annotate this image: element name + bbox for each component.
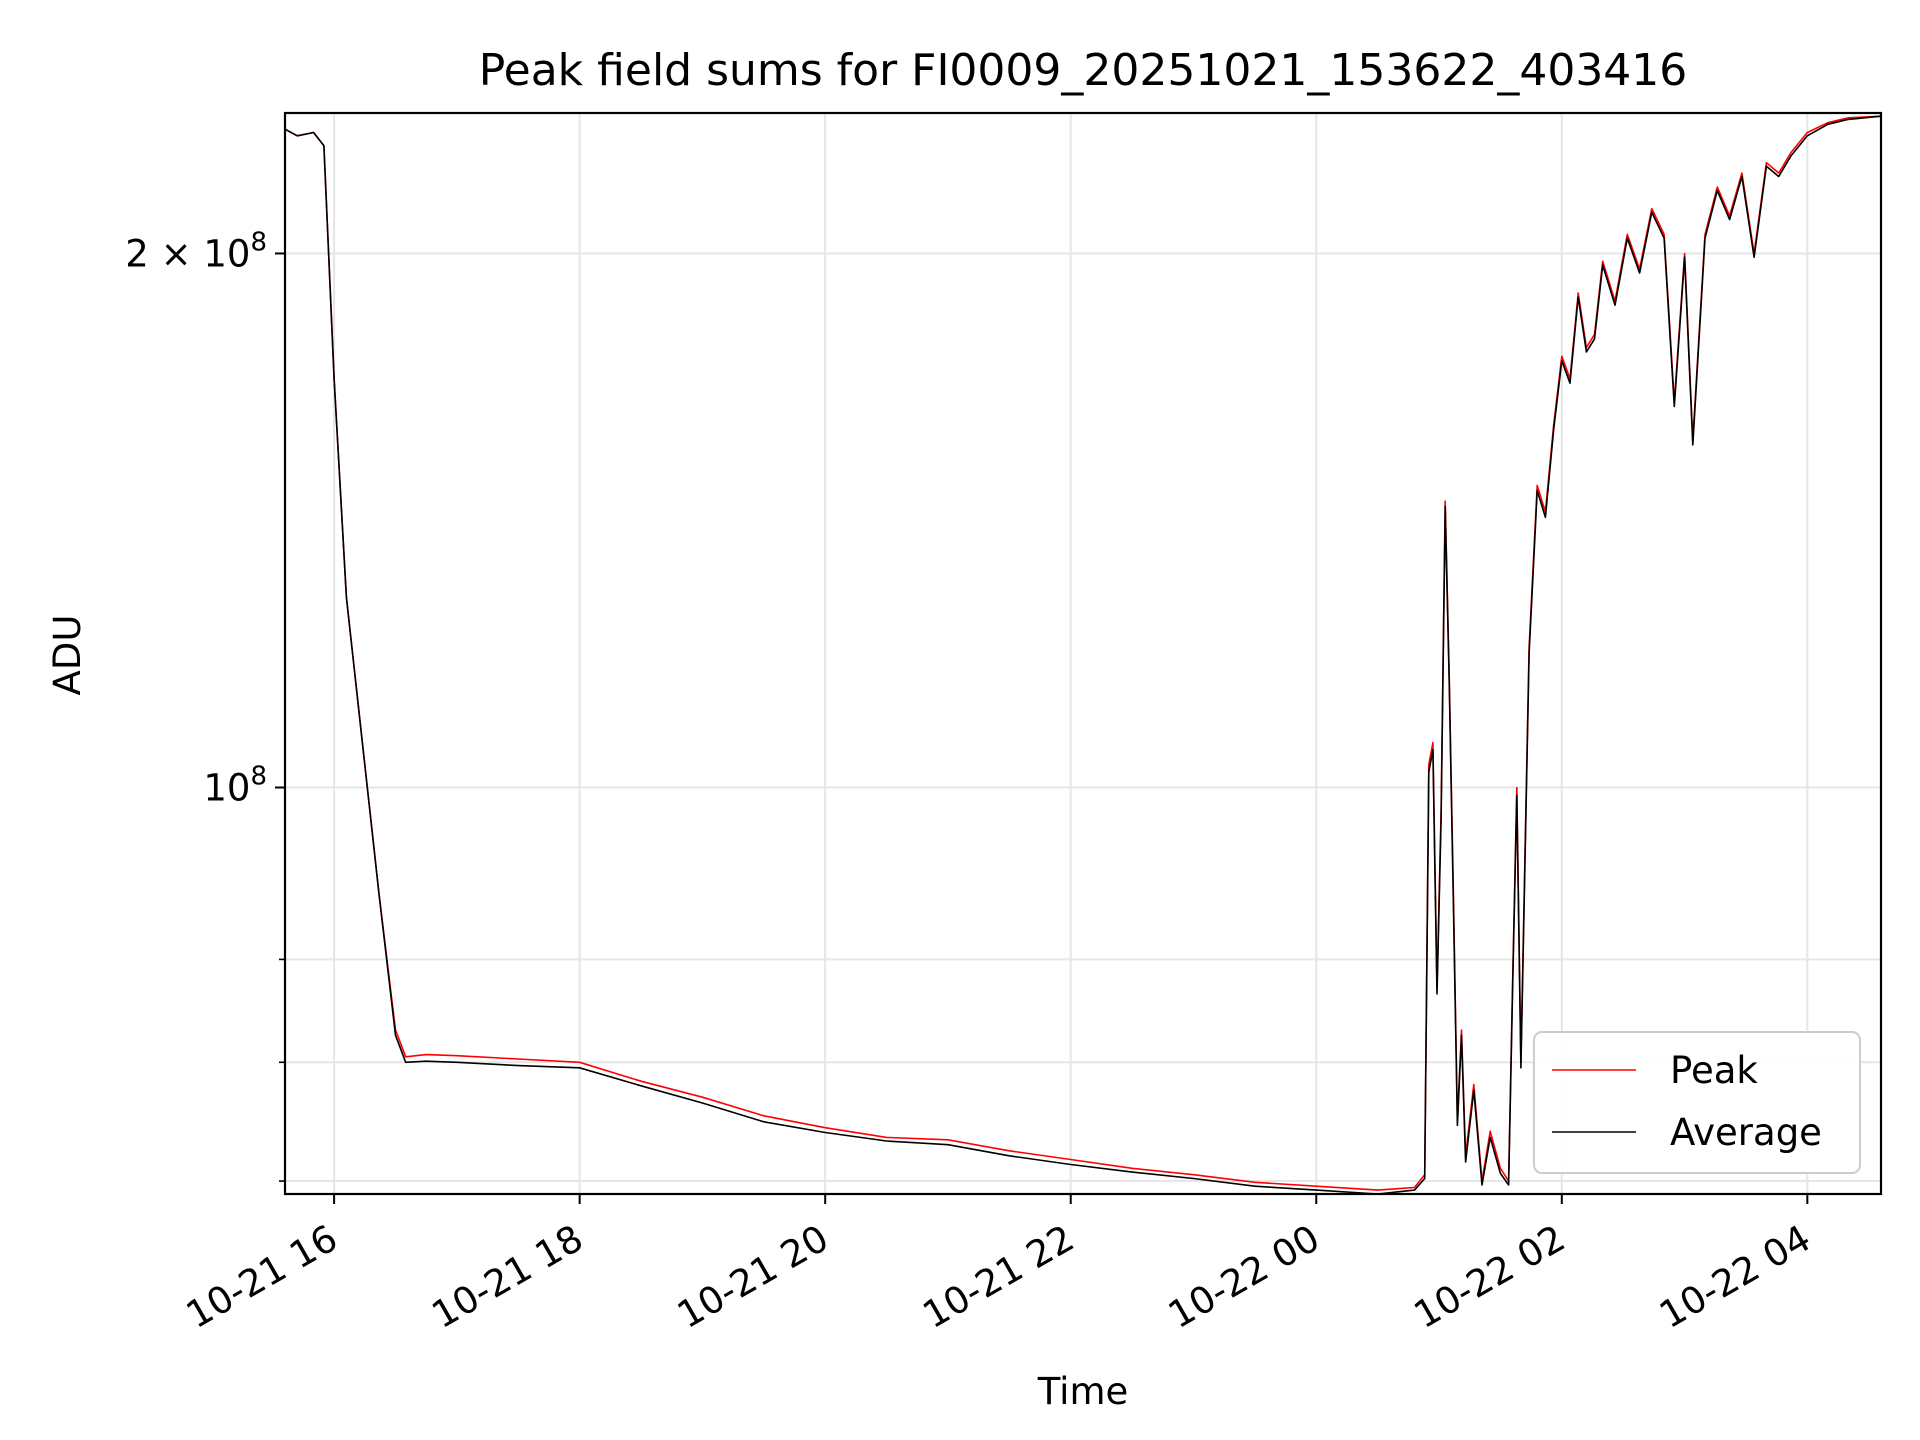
chart-title: Peak field sums for FI0009_20251021_1536… [479, 45, 1688, 96]
y-tick-label: 108 [203, 761, 267, 809]
series-line-average [284, 115, 1882, 1195]
legend-box [1533, 1031, 1861, 1174]
legend-label-average: Average [1670, 1111, 1822, 1154]
y-tick-label: 2 × 108 [125, 227, 267, 275]
legend-label-peak: Peak [1670, 1049, 1758, 1092]
y-axis: 108 2 × 108 [125, 227, 285, 1182]
series-layer [284, 115, 1882, 1195]
grid-layer [285, 113, 1881, 1194]
y-axis-label: ADU [46, 615, 89, 696]
plot-frame [283, 111, 1883, 1196]
legend: Peak Average [1533, 1031, 1861, 1174]
x-axis-label: Time [1037, 1370, 1129, 1413]
